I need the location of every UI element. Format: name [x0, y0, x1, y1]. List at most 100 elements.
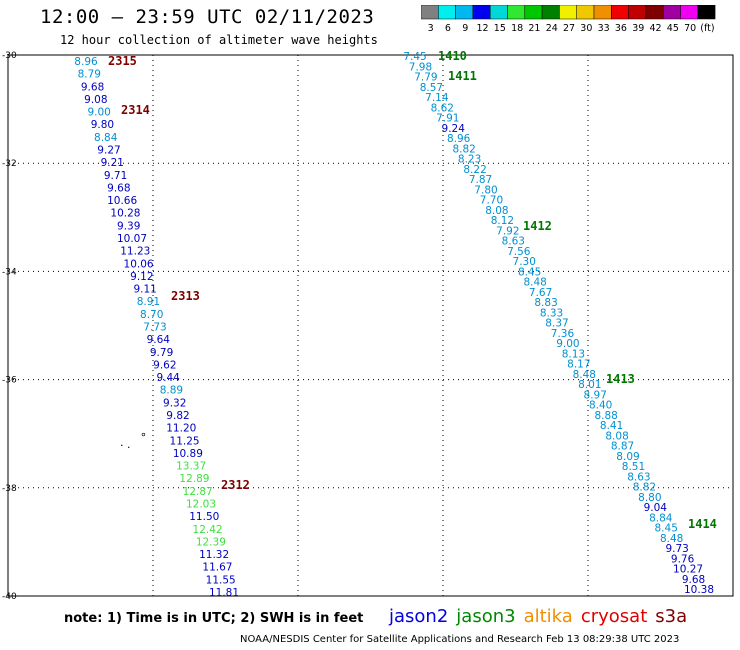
color-scale-label: 30 [580, 23, 592, 34]
wave-height-value: 7.73 [143, 322, 166, 334]
pass-time-label: 1412 [523, 219, 552, 233]
latitude-label: -30 [2, 51, 17, 61]
wave-height-value: 8.57 [420, 82, 443, 94]
wave-height-value: 8.80 [638, 492, 661, 504]
wave-height-value: 11.81 [209, 587, 239, 599]
wave-height-value: 7.92 [496, 225, 519, 237]
wave-height-value: 8.96 [74, 56, 98, 68]
wave-height-value: 9.68 [107, 182, 130, 194]
pass-time-label: 1410 [438, 49, 467, 63]
wave-height-value: 8.84 [649, 512, 673, 524]
latitude-label: -34 [2, 267, 17, 277]
legend-item-jason2: jason2 [389, 606, 449, 627]
wave-height-value: 10.06 [124, 258, 154, 270]
footnote: note: 1) Time is in UTC; 2) SWH is in fe… [64, 611, 364, 626]
wave-height-value: 8.63 [627, 471, 650, 483]
color-scale-label: 9 [462, 23, 468, 34]
wave-height-map: -30-32-34-36-38-40-15-12-9-6-30∘··8.968.… [2, 49, 734, 602]
wave-height-value: 8.33 [540, 307, 563, 319]
wave-height-value: 8.62 [431, 102, 454, 114]
wave-height-value: 9.39 [117, 220, 140, 232]
wave-height-value: 8.79 [78, 69, 101, 81]
wave-height-value: 8.48 [573, 369, 596, 381]
latitude-label: -38 [2, 484, 17, 494]
color-scale-label: 3 [428, 23, 434, 34]
wave-height-value: 8.22 [463, 164, 486, 176]
wave-height-value: 8.88 [594, 410, 617, 422]
pass-time-label: 2314 [121, 103, 150, 117]
wave-height-value: 8.82 [452, 143, 475, 155]
wave-height-value: 8.09 [616, 451, 639, 463]
color-scale-label: (ft) [700, 23, 714, 34]
wave-height-value: 10.07 [117, 233, 147, 245]
wave-height-value: 9.79 [150, 347, 173, 359]
wave-height-value: 8.40 [589, 400, 612, 412]
wave-height-value: 8.01 [578, 379, 601, 391]
wave-height-value: 8.70 [140, 309, 163, 321]
color-scale-label: 27 [563, 23, 575, 34]
wave-height-value: 8.17 [567, 359, 590, 371]
pass-time-label: 1411 [448, 69, 477, 83]
color-scale-label: 70 [684, 23, 696, 34]
color-swatch [697, 5, 716, 20]
wave-height-value: 10.28 [110, 208, 140, 220]
latitude-label: -32 [2, 159, 17, 169]
wave-height-value: 9.73 [665, 543, 688, 555]
wave-height-value: 11.20 [166, 423, 196, 435]
wave-height-value: 8.83 [534, 297, 557, 309]
wave-height-value: 8.48 [660, 533, 683, 545]
wave-height-value: 9.68 [682, 574, 705, 586]
color-scale-label: 18 [511, 23, 523, 34]
pass-time-label: 2313 [171, 289, 200, 303]
latitude-label: -40 [2, 592, 17, 602]
wave-height-value: 12.87 [183, 486, 213, 498]
color-scale-label: 6 [445, 23, 451, 34]
legend-item-altika: altika [523, 606, 573, 627]
wave-height-value: 8.08 [485, 205, 508, 217]
satellite-legend: jason2 jason3 altika cryosat s3a [389, 606, 695, 627]
wave-height-value: 9.32 [163, 397, 186, 409]
wave-height-value: 11.50 [189, 511, 219, 523]
pass-time-label: 2312 [221, 478, 250, 492]
color-scale-label: 39 [632, 23, 644, 34]
color-scale-bar: 3 6 9 12 15 18 21 24 27 30 33 36 39 42 45 70 (ft) [421, 5, 716, 34]
pass-time-label: 1413 [606, 372, 635, 386]
wave-height-value: 10.66 [107, 195, 137, 207]
legend-item-jason3: jason3 [456, 606, 516, 627]
chart-title: 12:00 – 23:59 UTC 02/11/2023 [40, 6, 375, 28]
wave-height-value: 7.36 [551, 328, 575, 340]
pass-time-label: 1414 [688, 517, 717, 531]
wave-height-value: 8.89 [160, 385, 183, 397]
island-marker: · [120, 439, 124, 452]
wave-height-value: 9.00 [87, 107, 110, 119]
wave-height-value: 8.48 [523, 277, 546, 289]
wave-height-value: 9.11 [133, 284, 156, 296]
wave-height-value: 9.64 [147, 334, 171, 346]
wave-height-value: 7.91 [436, 113, 459, 125]
wave-height-value: 9.44 [156, 372, 180, 384]
wave-height-value: 8.97 [584, 389, 607, 401]
map-frame [7, 54, 734, 597]
color-scale-label: 42 [650, 23, 662, 34]
wave-height-value: 9.21 [101, 157, 124, 169]
wave-height-value: 10.89 [173, 448, 203, 460]
wave-height-value: 9.71 [104, 170, 127, 182]
wave-height-value: 11.32 [199, 549, 229, 561]
legend-item-cryosat: cryosat [580, 606, 648, 627]
wave-height-value: 10.38 [684, 584, 714, 596]
wave-height-value: 7.30 [513, 256, 536, 268]
color-scale-label: 36 [615, 23, 627, 34]
wave-height-value: 7.98 [409, 61, 432, 73]
wave-height-value: 8.13 [562, 348, 585, 360]
wave-height-value: 9.12 [130, 271, 153, 283]
wave-height-value: 8.87 [611, 441, 634, 453]
wave-height-value: 9.62 [153, 359, 176, 371]
wave-height-value: 9.80 [91, 119, 114, 131]
color-scale-label: 12 [477, 23, 489, 34]
wave-height-value: 9.24 [442, 123, 466, 135]
wave-height-value: 8.45 [518, 266, 541, 278]
wave-height-value: 8.37 [545, 318, 568, 330]
chart-subtitle: 12 hour collection of altimeter wave hei… [60, 33, 378, 47]
legend-item-s3a: s3a [655, 606, 688, 627]
wave-height-value: 12.39 [196, 536, 226, 548]
